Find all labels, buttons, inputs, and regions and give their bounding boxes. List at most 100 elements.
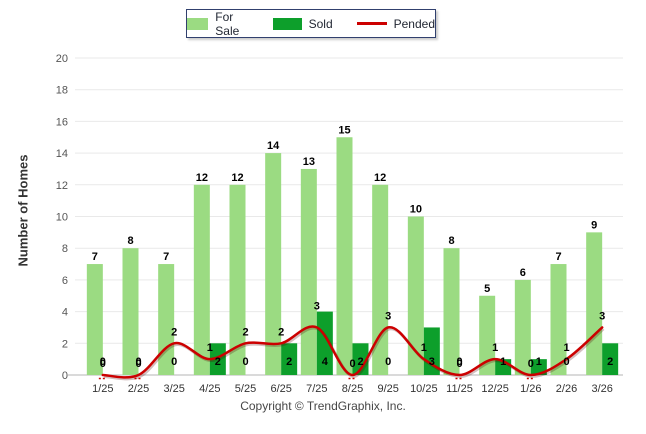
sold-bar [602,343,619,375]
for-sale-value-label: 12 [374,172,386,184]
for-sale-value-label: 8 [448,235,454,247]
sold-bar [281,343,298,375]
sold-value-label: 0 [100,356,106,368]
pended-value-label: 2 [278,326,284,338]
pended-value-label: 1 [207,342,213,354]
x-tick-label: 5/25 [235,383,256,395]
for-sale-bar [122,248,139,375]
sold-value-label: 1 [536,356,542,368]
copyright-text: Copyright © TrendGraphix, Inc. [240,399,406,413]
sold-bar [352,343,369,375]
for-sale-value-label: 7 [92,251,98,263]
y-tick-label: 14 [56,148,68,160]
for-sale-value-label: 12 [231,172,243,184]
legend-label-pended: Pended [393,16,435,31]
sold-value-label: 0 [563,356,569,368]
y-tick-label: 2 [62,338,68,350]
pended-value-label: 1 [492,342,498,354]
x-tick-label: 3/25 [163,383,184,395]
pended-value-label: 1 [421,342,427,354]
sold-bar [316,311,333,375]
x-tick-label: 3/26 [591,383,612,395]
sold-value-label: 1 [500,356,506,368]
sold-swatch-icon [272,17,302,30]
y-tick-label: 4 [62,307,68,319]
y-tick-label: 20 [56,53,68,65]
for-sale-bar [300,168,317,375]
pended-trend-line [101,325,604,379]
y-tick-label: 10 [56,212,68,224]
sold-value-label: 2 [607,356,613,368]
sold-value-label: 0 [242,356,248,368]
for-sale-bar [193,184,210,375]
chart-legend: For Sale Sold Pended [186,9,436,38]
x-tick-label: 1/25 [92,383,113,395]
legend-item-for-sale: For Sale [187,10,249,38]
sold-value-label: 0 [385,356,391,368]
for-sale-value-label: 9 [591,219,597,231]
x-tick-label: 1/26 [520,383,541,395]
pended-value-label: 0 [456,358,462,370]
for-sale-swatch-icon [187,17,209,30]
for-sale-value-label: 14 [267,140,280,152]
for-sale-value-label: 7 [163,251,169,263]
sold-value-label: 4 [322,356,329,368]
y-tick-label: 0 [62,370,68,382]
for-sale-bar [550,264,567,375]
legend-item-sold: Sold [272,16,333,31]
legend-item-pended: Pended [356,16,435,31]
for-sale-value-label: 15 [338,124,350,136]
legend-label-for-sale: For Sale [215,9,240,38]
for-sale-bar [407,216,424,375]
y-tick-label: 16 [56,116,68,128]
y-tick-label: 12 [56,180,68,192]
x-tick-label: 8/25 [342,383,363,395]
sold-bar [530,359,547,375]
sold-bar [209,343,226,375]
for-sale-value-label: 10 [410,204,422,216]
pended-value-label: 0 [100,358,106,370]
pended-line-icon [356,22,387,25]
x-tick-label: 6/25 [270,383,291,395]
y-tick-label: 18 [56,85,68,97]
for-sale-bar [229,184,246,375]
for-sale-bar [336,137,353,375]
x-tick-label: 2/25 [128,383,149,395]
sold-value-label: 0 [135,356,141,368]
for-sale-value-label: 5 [484,283,490,295]
for-sale-value-label: 6 [520,267,526,279]
x-tick-label: 4/25 [199,383,220,395]
sold-value-label: 2 [215,356,221,368]
pended-value-label: 0 [135,358,141,370]
for-sale-value-label: 7 [555,251,561,263]
sold-value-label: 2 [357,356,363,368]
x-tick-label: 12/25 [481,383,509,395]
x-tick-label: 10/25 [410,383,438,395]
pended-value-label: 0 [349,358,355,370]
for-sale-value-label: 13 [303,156,315,168]
sold-value-label: 0 [171,356,177,368]
x-tick-label: 2/26 [556,383,577,395]
for-sale-value-label: 12 [196,172,208,184]
legend-label-sold: Sold [308,16,333,31]
x-tick-label: 11/25 [446,383,473,395]
for-sale-bar [586,232,603,375]
y-tick-label: 6 [62,275,68,287]
pended-value-label: 3 [385,310,391,322]
pended-value-label: 3 [599,310,605,322]
x-tick-label: 7/25 [306,383,327,395]
sold-value-label: 2 [286,356,292,368]
sold-value-label: 3 [429,356,435,368]
pended-value-label: 3 [314,301,320,313]
pended-value-label: 2 [242,326,248,338]
for-sale-bar [265,153,282,375]
sold-value-label: 0 [456,356,462,368]
y-tick-label: 8 [62,243,68,255]
for-sale-bar [86,264,103,375]
pended-value-label: 1 [563,342,569,354]
for-sale-bar [479,295,496,375]
for-sale-bar [158,264,175,375]
x-tick-label: 9/25 [377,383,398,395]
